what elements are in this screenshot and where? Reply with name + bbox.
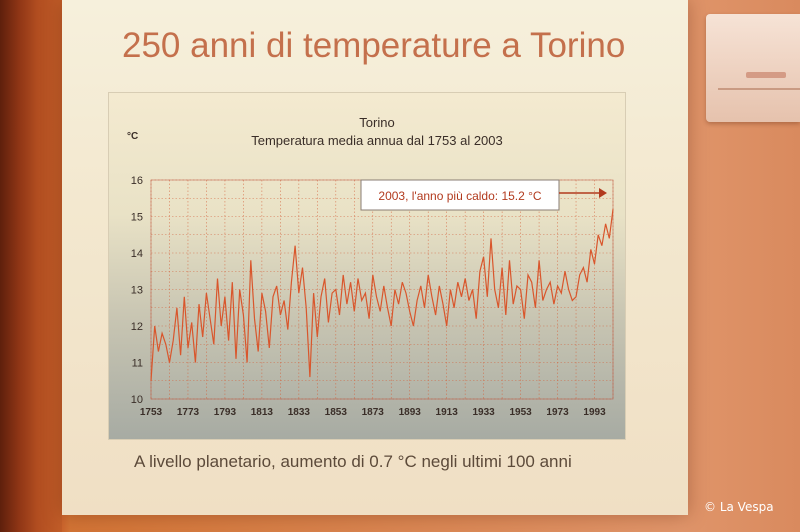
y-tick-label: 16 [131,175,143,187]
x-tick-label: 1933 [473,407,496,418]
curtain-edge [0,0,62,532]
y-tick-label: 14 [131,248,143,260]
x-tick-label: 1833 [288,407,311,418]
air-conditioner [706,14,800,122]
y-tick-label: 15 [131,212,143,224]
x-tick-label: 1873 [362,407,385,418]
annotation-arrowhead [599,188,607,198]
x-tick-label: 1753 [140,407,163,418]
ac-logo [746,72,786,78]
y-tick-label: 11 [132,358,143,370]
chart-title: Torino [359,115,394,130]
y-tick-label: 13 [131,285,143,297]
slide-title: 250 anni di temperature a Torino [122,26,626,65]
y-axis-label: °C [127,131,138,142]
chart-panel: Torino Temperatura media annua dal 1753 … [108,92,626,440]
annotation: 2003, l'anno più caldo: 15.2 °C [360,179,607,211]
x-tick-label: 1973 [546,407,569,418]
y-tick-label: 12 [131,321,143,333]
annotation-box [360,179,560,211]
x-tick-label: 1813 [251,407,274,418]
x-tick-label: 1953 [509,407,532,418]
series-line [150,209,614,381]
slide-footer: A livello planetario, aumento di 0.7 °C … [134,452,572,471]
copyright-watermark: © La Vespa [704,500,774,514]
x-tick-labels: 1753 1773 1793 1813 1833 1853 1873 1893 1913 1933… [140,407,606,418]
x-tick-label: 1773 [177,407,200,418]
x-tick-label: 1913 [436,407,459,418]
temperature-chart: Torino Temperatura media annua dal 1753 … [127,115,614,418]
chart-subtitle: Temperatura media annua dal 1753 al 2003 [251,133,503,148]
x-tick-label: 1793 [214,407,237,418]
y-tick-label: 10 [131,394,143,406]
annotation-text: 2003, l'anno più caldo: 15.2 °C [378,189,542,203]
x-tick-label: 1893 [399,407,422,418]
x-tick-label: 1993 [583,407,606,418]
x-tick-label: 1853 [325,407,348,418]
grid-lines [150,179,614,400]
ac-vent [718,88,800,112]
y-tick-labels: 10 11 12 13 14 15 16 [131,175,143,406]
